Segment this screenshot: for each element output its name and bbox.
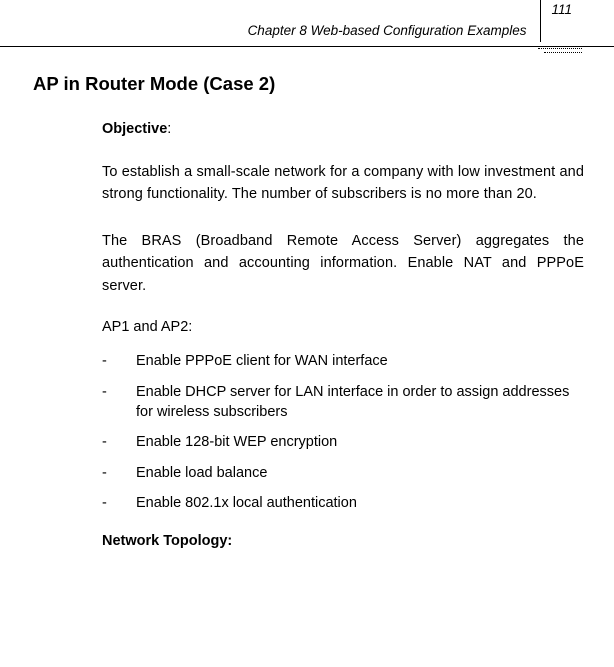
dash-icon: - bbox=[102, 432, 136, 452]
list-item-text: Enable 802.1x local authentication bbox=[136, 493, 584, 513]
network-topology-label: Network Topology: bbox=[102, 533, 584, 549]
dash-icon: - bbox=[102, 351, 136, 371]
bullet-list: - Enable PPPoE client for WAN interface … bbox=[102, 351, 584, 513]
list-item: - Enable DHCP server for LAN interface i… bbox=[102, 382, 584, 423]
ap-subhead: AP1 and AP2: bbox=[102, 319, 584, 335]
list-item: - Enable 128-bit WEP encryption bbox=[102, 432, 584, 452]
chapter-label: Chapter 8 Web-based Configuration Exampl… bbox=[248, 23, 527, 38]
list-item-text: Enable 128-bit WEP encryption bbox=[136, 432, 584, 452]
objective-paragraph-1: To establish a small-scale network for a… bbox=[102, 161, 584, 206]
list-item-text: Enable PPPoE client for WAN interface bbox=[136, 351, 584, 371]
objective-colon: : bbox=[167, 121, 171, 137]
list-item: - Enable PPPoE client for WAN interface bbox=[102, 351, 584, 371]
section-title: AP in Router Mode (Case 2) bbox=[0, 47, 614, 95]
list-item: - Enable load balance bbox=[102, 463, 584, 483]
list-item-text: Enable DHCP server for LAN interface in … bbox=[136, 382, 584, 423]
objective-text: Objective bbox=[102, 121, 167, 137]
header-dotted-decoration bbox=[538, 48, 582, 56]
dash-icon: - bbox=[102, 463, 136, 483]
page-number: 111 bbox=[551, 2, 572, 17]
objective-label: Objective: bbox=[102, 121, 584, 137]
dash-icon: - bbox=[102, 493, 136, 513]
objective-paragraph-2: The BRAS (Broadband Remote Access Server… bbox=[102, 230, 584, 297]
dash-icon: - bbox=[102, 382, 136, 423]
content-area: Objective: To establish a small-scale ne… bbox=[0, 121, 614, 549]
list-item-text: Enable load balance bbox=[136, 463, 584, 483]
list-item: - Enable 802.1x local authentication bbox=[102, 493, 584, 513]
page-number-box: 111 bbox=[540, 0, 582, 42]
page-header: Chapter 8 Web-based Configuration Exampl… bbox=[0, 0, 614, 47]
